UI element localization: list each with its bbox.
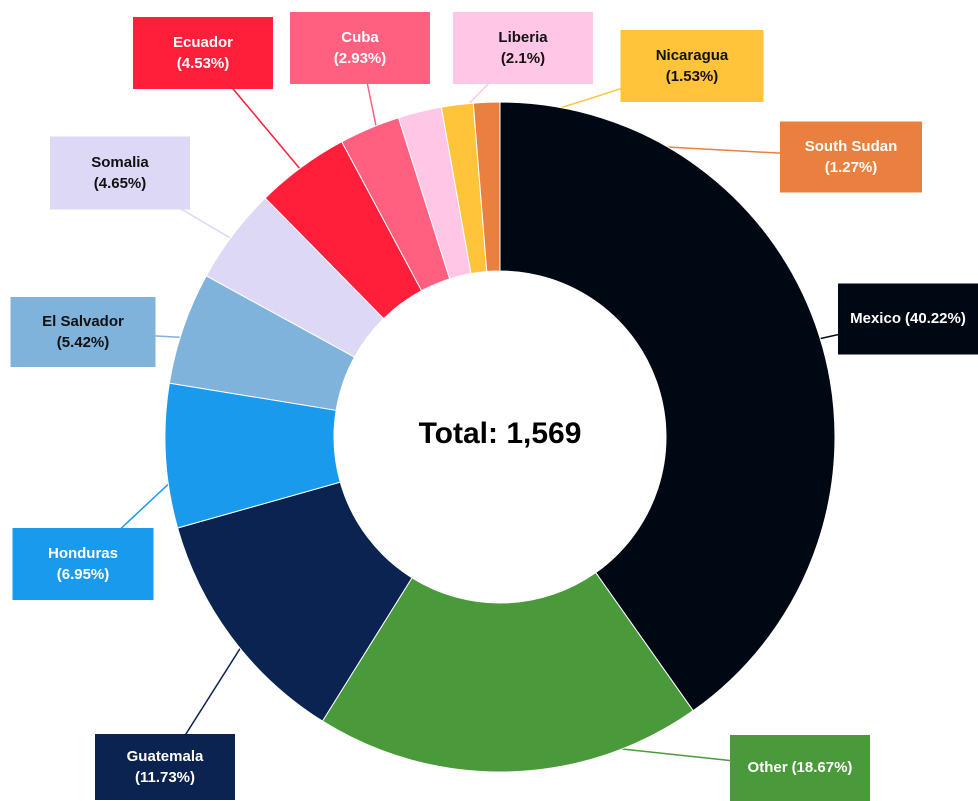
- label-box: [730, 735, 870, 801]
- slice-label: Nicaragua (1.53%): [656, 47, 729, 85]
- label-name: Mexico: [850, 310, 901, 327]
- label-name: Ecuador: [173, 34, 233, 51]
- label-value: (4.65%): [94, 175, 147, 192]
- center-label: Total: 1,569: [419, 417, 582, 450]
- slice-label: Other (18.67%): [748, 759, 853, 776]
- label-name: Nicaragua: [656, 47, 729, 64]
- slice: [176, 481, 413, 722]
- label-value: (1.53%): [666, 68, 719, 85]
- label-value: (2.1%): [501, 50, 545, 67]
- slice-label: Mexico (40.22%): [850, 310, 966, 327]
- label-value: (1.27%): [825, 159, 878, 176]
- label-value: (40.22%): [905, 310, 966, 327]
- label-box: [10, 297, 156, 367]
- label-box: [453, 12, 593, 84]
- label-value: (18.67%): [792, 759, 853, 776]
- label-box: [95, 734, 235, 800]
- slice-label: Guatemala (11.73%): [127, 748, 204, 786]
- label-name: Honduras: [48, 545, 118, 562]
- slice: [321, 571, 694, 773]
- label-value: (6.95%): [57, 566, 110, 583]
- label-name: Somalia: [91, 154, 149, 171]
- slice-label: Liberia (2.1%): [498, 29, 548, 67]
- slice-label: El Salvador (5.42%): [42, 313, 124, 351]
- label-box: [838, 283, 978, 355]
- label-name: Liberia: [498, 29, 548, 46]
- label-name: South Sudan: [805, 138, 898, 155]
- slice-label: Cuba (2.93%): [334, 29, 387, 67]
- label-value: (2.93%): [334, 50, 387, 67]
- label-value: (5.42%): [57, 334, 110, 351]
- label-value: (11.73%): [135, 769, 195, 786]
- label-box: [133, 17, 273, 89]
- label-box: [12, 528, 154, 600]
- label-box: [620, 30, 764, 102]
- label-value: (4.53%): [177, 55, 230, 72]
- label-name: El Salvador: [42, 313, 124, 330]
- slice-label: Ecuador (4.53%): [173, 34, 233, 72]
- label-name: Other: [748, 759, 788, 776]
- donut: [164, 101, 836, 773]
- slice-label: Honduras (6.95%): [48, 545, 118, 583]
- label-box: [50, 136, 190, 210]
- label-name: Cuba: [341, 29, 379, 46]
- labels: Mexico (40.22%) Other (18.67%) Guatemala (11.…: [10, 12, 978, 801]
- slice-label: South Sudan (1.27%): [805, 138, 898, 176]
- label-box: [290, 12, 430, 84]
- slice: [499, 101, 836, 712]
- label-box: [780, 121, 922, 193]
- slice-label: Somalia (4.65%): [91, 154, 149, 192]
- label-name: Guatemala: [127, 748, 204, 765]
- slice: [472, 101, 501, 273]
